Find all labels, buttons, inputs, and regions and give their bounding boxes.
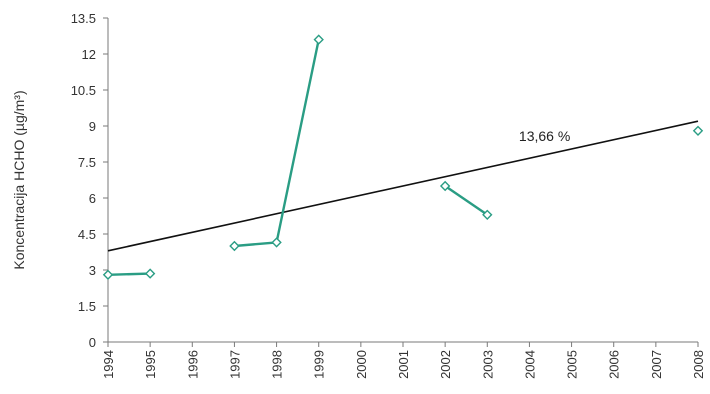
data-point-marker [102,269,114,280]
data-point-marker [439,180,451,192]
x-ticks: 1994 1995 1996 1997 1998 1999 2000 2001 2002 2003… [101,342,706,379]
x-tick-label: 1999 [312,350,327,379]
y-ticks: 0 1.5 3 4.5 6 7.5 9 10.5 12 13.5 [71,11,108,350]
x-tick-label: 1998 [270,350,285,379]
data-point-marker [692,125,704,136]
x-tick-label: 2003 [480,350,495,379]
x-tick-label: 2002 [438,350,453,379]
y-tick-label: 10.5 [71,83,96,98]
y-tick-label: 9 [89,119,96,134]
y-tick-label: 4.5 [78,227,96,242]
y-tick-label: 0 [89,335,96,350]
y-tick-label: 13.5 [71,11,96,26]
data-point-marker [144,268,156,279]
y-tick-label: 1.5 [78,299,96,314]
trend-line [107,120,699,252]
y-tick-label: 3 [89,263,96,278]
data-point-marker [482,209,493,220]
y-axis-title: Koncentracija HCHO (µg/m³) [11,90,27,269]
x-tick-label: 1996 [185,350,200,379]
data-point-marker [229,240,240,252]
series-segment [443,184,489,217]
axes: 0 1.5 3 4.5 6 7.5 9 10.5 12 13.5 1994 1995 1996 1997… [71,11,706,379]
x-tick-label: 2004 [522,350,537,379]
x-tick-label: 2007 [649,350,664,379]
x-tick-label: 2005 [565,350,580,379]
series-segment [106,272,152,276]
series-segment [275,38,320,244]
x-tick-label: 2006 [607,350,622,379]
x-tick-label: 2000 [354,350,369,379]
x-tick-label: 2001 [396,350,411,379]
y-tick-label: 7.5 [78,155,96,170]
trendline-group [107,120,699,252]
data-point-marker [313,34,324,45]
series-segment [233,241,278,248]
x-tick-label: 1994 [101,350,116,379]
y-tick-label: 6 [89,191,96,206]
y-tick-label: 12 [82,47,96,62]
x-tick-label: 1995 [143,350,158,379]
data-point-marker [271,237,282,248]
x-tick-label: 1997 [227,350,242,379]
trend-annotation: 13,66 % [519,128,570,144]
x-tick-label: 2008 [691,350,706,379]
series-group [102,34,704,280]
